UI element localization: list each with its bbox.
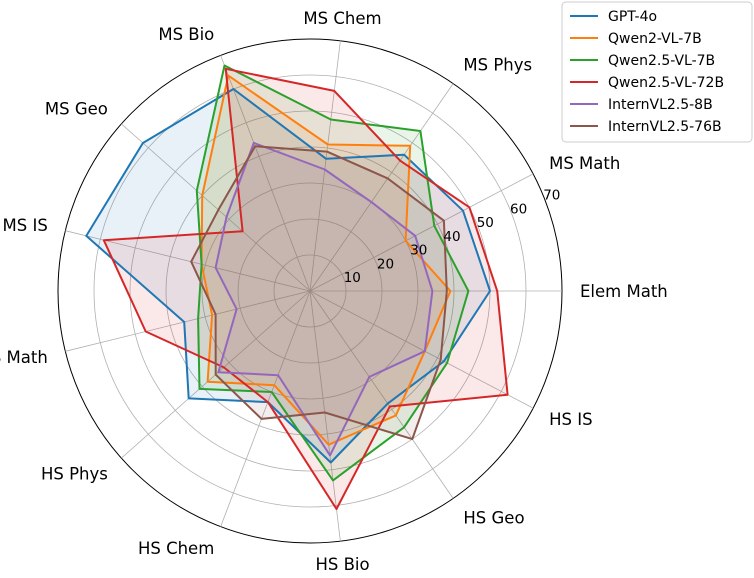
series-line-0 xyxy=(85,88,491,464)
legend: GPT-4o Qwen2-VL-7B Qwen2.5-VL-7B Qwen2.5-VL… xyxy=(561,1,753,143)
series-fill-1 xyxy=(201,75,451,445)
spoke-4 xyxy=(220,55,311,292)
r-tick-label-40: 40 xyxy=(443,229,460,245)
radar-grid xyxy=(57,38,563,544)
r-tick-label-60: 60 xyxy=(510,201,527,217)
series-line-2 xyxy=(195,64,470,482)
spoke-11 xyxy=(309,290,454,499)
r-tick-label-70: 70 xyxy=(543,188,560,204)
series-line-1 xyxy=(200,74,452,446)
category-label-5: MS Geo xyxy=(45,100,108,119)
spoke-12 xyxy=(309,290,534,409)
radar-series xyxy=(85,64,509,510)
legend-box xyxy=(561,1,753,143)
legend-label-0: GPT-4o xyxy=(608,9,657,25)
spoke-10 xyxy=(309,290,341,542)
radar-labels: 10 20 30 40 50 60 70 Elem Math MS Math MS Phys MS … xyxy=(0,9,668,574)
series-line-4 xyxy=(214,141,434,457)
legend-label-2: Qwen2.5-VL-7B xyxy=(608,53,715,69)
category-label-3: MS Chem xyxy=(303,9,381,28)
series-fill-2 xyxy=(196,65,469,481)
spoke-1 xyxy=(309,173,534,292)
category-label-12: HS IS xyxy=(549,410,592,429)
category-label-4: MS Bio xyxy=(158,25,214,44)
category-label-1: MS Math xyxy=(549,154,620,173)
legend-label-1: Qwen2-VL-7B xyxy=(608,31,702,47)
legend-label-3: Qwen2.5-VL-72B xyxy=(608,75,724,91)
category-label-6: MS IS xyxy=(3,216,48,235)
spoke-3 xyxy=(309,40,341,292)
series-fill-4 xyxy=(215,142,433,456)
series-fill-3 xyxy=(103,68,508,510)
category-label-10: HS Bio xyxy=(315,555,369,574)
legend-label-5: InternVL2.5-76B xyxy=(608,119,722,135)
category-label-11: HS Geo xyxy=(463,508,524,527)
series-line-5 xyxy=(190,145,448,441)
series-fill-5 xyxy=(191,146,447,440)
category-label-8: HS Phys xyxy=(41,464,108,483)
category-label-0: Elem Math xyxy=(580,282,668,301)
category-label-9: HS Chem xyxy=(138,539,214,558)
r-tick-label-20: 20 xyxy=(377,256,394,272)
r-tick-label-30: 30 xyxy=(410,243,427,259)
category-label-7: HS Math xyxy=(0,348,48,367)
spoke-2 xyxy=(309,83,454,292)
series-line-3 xyxy=(102,67,509,510)
legend-label-4: InternVL2.5-8B xyxy=(608,97,713,113)
category-label-2: MS Phys xyxy=(463,56,532,75)
r-tick-label-10: 10 xyxy=(344,270,361,286)
spoke-7 xyxy=(65,290,311,352)
spoke-9 xyxy=(220,290,311,527)
r-tick-label-50: 50 xyxy=(477,215,494,231)
spoke-5 xyxy=(121,123,311,292)
